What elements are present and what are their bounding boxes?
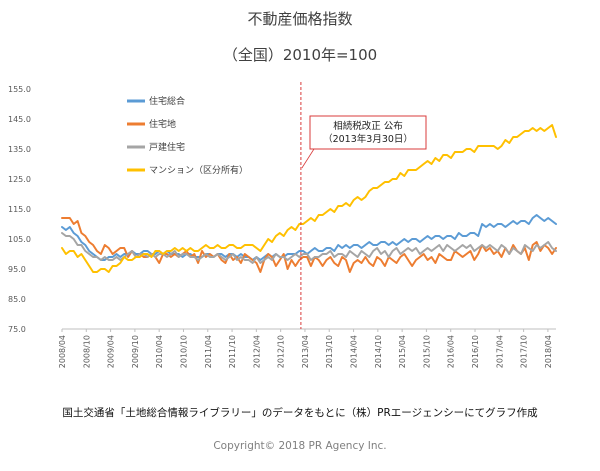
y-tick-label: 105.0 xyxy=(8,235,31,244)
series-line-3 xyxy=(61,232,557,264)
x-tick-label: 2017/10 xyxy=(520,335,529,368)
x-tick-label: 2010/04 xyxy=(155,335,164,368)
x-tick-label: 2013/04 xyxy=(301,335,310,368)
series-line-4 xyxy=(61,124,557,273)
x-tick-label: 2013/10 xyxy=(325,335,334,368)
y-tick-label: 85.0 xyxy=(8,295,26,304)
annotation-date: （2013年3月30日） xyxy=(323,133,413,145)
y-tick-label: 155.0 xyxy=(8,85,31,94)
series-line-2 xyxy=(61,217,557,273)
copyright: Copyright© 2018 PR Agency Inc. xyxy=(213,440,387,452)
y-tick-label: 145.0 xyxy=(8,115,31,124)
x-tick-label: 2017/04 xyxy=(495,335,504,368)
source-note: 国土交通省「土地総合情報ライブラリー」のデータをもとに（株）PRエージェンシーに… xyxy=(62,407,538,419)
y-tick-label: 95.0 xyxy=(8,265,26,274)
x-tick-label: 2016/04 xyxy=(447,335,456,368)
x-tick-label: 2009/10 xyxy=(131,335,140,368)
series-line-1 xyxy=(61,214,557,261)
legend-label: 住宅地 xyxy=(149,118,176,130)
x-tick-label: 2015/10 xyxy=(422,335,431,368)
legend-label: マンション（区分所有） xyxy=(149,164,248,176)
x-tick-label: 2014/04 xyxy=(350,335,359,368)
legend-label: 戸建住宅 xyxy=(149,141,185,153)
y-tick-label: 135.0 xyxy=(8,145,31,154)
x-tick-label: 2015/04 xyxy=(398,335,407,368)
x-tick-label: 2012/04 xyxy=(252,335,261,368)
x-tick-label: 2011/04 xyxy=(204,335,213,368)
x-tick-label: 2008/10 xyxy=(82,335,91,368)
x-tick-label: 2011/10 xyxy=(228,335,237,368)
annotation-box xyxy=(309,115,427,150)
x-tick-label: 2008/04 xyxy=(58,335,67,368)
y-tick-label: 75.0 xyxy=(8,325,26,334)
annotation-title: 相続税改正 公布 xyxy=(333,120,403,132)
x-tick-label: 2012/10 xyxy=(277,335,286,368)
x-tick-label: 2014/10 xyxy=(374,335,383,368)
chart-title: 不動産価格指数 xyxy=(247,10,353,28)
x-tick-label: 2018/04 xyxy=(544,335,553,368)
y-tick-label: 115.0 xyxy=(8,205,31,214)
annotation-connector xyxy=(301,148,315,169)
x-tick-label: 2010/10 xyxy=(179,335,188,368)
x-tick-label: 2016/10 xyxy=(471,335,480,368)
y-tick-label: 125.0 xyxy=(8,175,31,184)
legend-label: 住宅総合 xyxy=(149,95,185,107)
chart-subtitle: （全国）2010年=100 xyxy=(222,46,378,64)
x-tick-label: 2009/04 xyxy=(107,335,116,368)
